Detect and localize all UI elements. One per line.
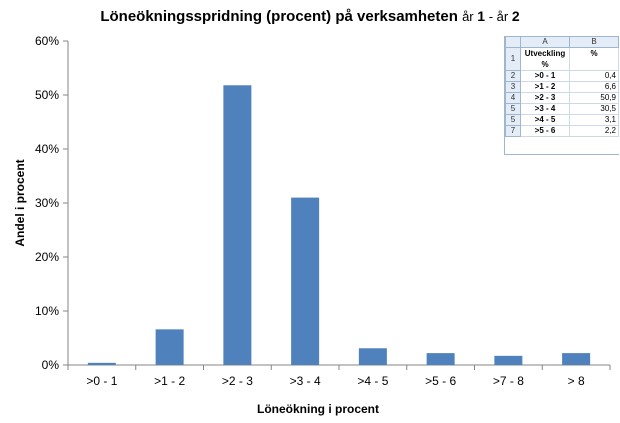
x-tick-label: >1 - 2 — [154, 374, 185, 388]
sheet-cell-category: >0 - 1 — [520, 70, 570, 82]
sheet-cell-category: >1 - 2 — [520, 81, 570, 93]
sheet-row-number: 5 — [505, 114, 521, 126]
sheet-cell-category: >5 - 6 — [520, 125, 570, 137]
bar-7 — [494, 355, 523, 365]
sheet-column-header-row: A B — [505, 36, 619, 48]
sheet-cell-category: >3 - 4 — [520, 103, 570, 115]
x-ticks: >0 - 1 >1 - 2 >2 - 3 >3 - 4 >4 - 5 >5 - 6 >7 -… — [67, 365, 611, 388]
sheet-row: 5 >3 - 4 30,5 — [505, 103, 619, 115]
bar-2 — [155, 329, 184, 365]
sheet-row: 2 >0 - 1 0,4 — [505, 70, 619, 82]
sheet-header-a: Utveckling % — [520, 47, 570, 71]
sheet-cell-value: 50,9 — [569, 92, 619, 104]
x-tick-label: >4 - 5 — [357, 374, 388, 388]
x-tick-label: > 8 — [568, 374, 585, 388]
sheet-cell-category: >4 - 5 — [520, 114, 570, 126]
x-tick-label: >7 - 8 — [493, 374, 524, 388]
y-axis-label: Andel i procent — [13, 159, 27, 246]
y-tick-label: 40% — [35, 142, 59, 156]
chart-title-suffix: år 1 - år 2 — [462, 8, 520, 24]
y-tick-label: 10% — [35, 304, 59, 318]
chart-title: Löneökningsspridning (procent) på verksa… — [0, 8, 620, 25]
x-tick-label: >5 - 6 — [425, 374, 456, 388]
y-ticks: 0% 10% 20% 30% 40% 50% 60% — [35, 34, 68, 372]
x-tick-label: >0 - 1 — [86, 374, 117, 388]
sheet-row: 7 >5 - 6 2,2 — [505, 125, 619, 137]
x-tick-label: >2 - 3 — [222, 374, 253, 388]
sheet-cell-category: >2 - 3 — [520, 92, 570, 104]
sheet-row: 4 >2 - 3 50,9 — [505, 92, 619, 104]
bar-3 — [223, 85, 252, 365]
bar-5 — [358, 348, 387, 365]
x-tick-label: >3 - 4 — [290, 374, 321, 388]
sheet-row-number: 3 — [505, 81, 521, 93]
sheet-header-b: % — [569, 47, 619, 71]
bar-4 — [291, 197, 320, 365]
sheet-col-b: B — [569, 36, 619, 48]
y-tick-label: 20% — [35, 250, 59, 264]
x-axis-label: Löneökning i procent — [257, 402, 379, 416]
sheet-cell-value: 3,1 — [569, 114, 619, 126]
sheet-cell-value: 2,2 — [569, 125, 619, 137]
bars — [87, 85, 591, 365]
sheet-row-number: 4 — [505, 92, 521, 104]
y-tick-label: 0% — [42, 358, 60, 372]
bar-8 — [562, 353, 591, 365]
sheet-header-row: 1 Utveckling % % — [505, 47, 619, 71]
sheet-cell-value: 30,5 — [569, 103, 619, 115]
y-tick-label: 30% — [35, 196, 59, 210]
sheet-row: 3 >1 - 2 6,6 — [505, 81, 619, 93]
embedded-spreadsheet: A B 1 Utveckling % % 2 >0 - 1 0,4 3 >1 - 2 6,… — [504, 36, 619, 155]
y-tick-label: 50% — [35, 88, 59, 102]
chart-title-main: Löneökningsspridning (procent) på verksa… — [100, 8, 458, 25]
y-tick-label: 60% — [35, 34, 59, 48]
sheet-row: 5 >4 - 5 3,1 — [505, 114, 619, 126]
bar-1 — [87, 362, 116, 365]
sheet-row-number: 5 — [505, 103, 521, 115]
sheet-row-number: 1 — [505, 47, 521, 71]
sheet-col-a: A — [520, 36, 570, 48]
sheet-cell-value: 6,6 — [569, 81, 619, 93]
sheet-row-number: 7 — [505, 125, 521, 137]
bar-6 — [426, 353, 455, 365]
sheet-cell-value: 0,4 — [569, 70, 619, 82]
sheet-row-number: 2 — [505, 70, 521, 82]
sheet-corner — [505, 36, 521, 48]
